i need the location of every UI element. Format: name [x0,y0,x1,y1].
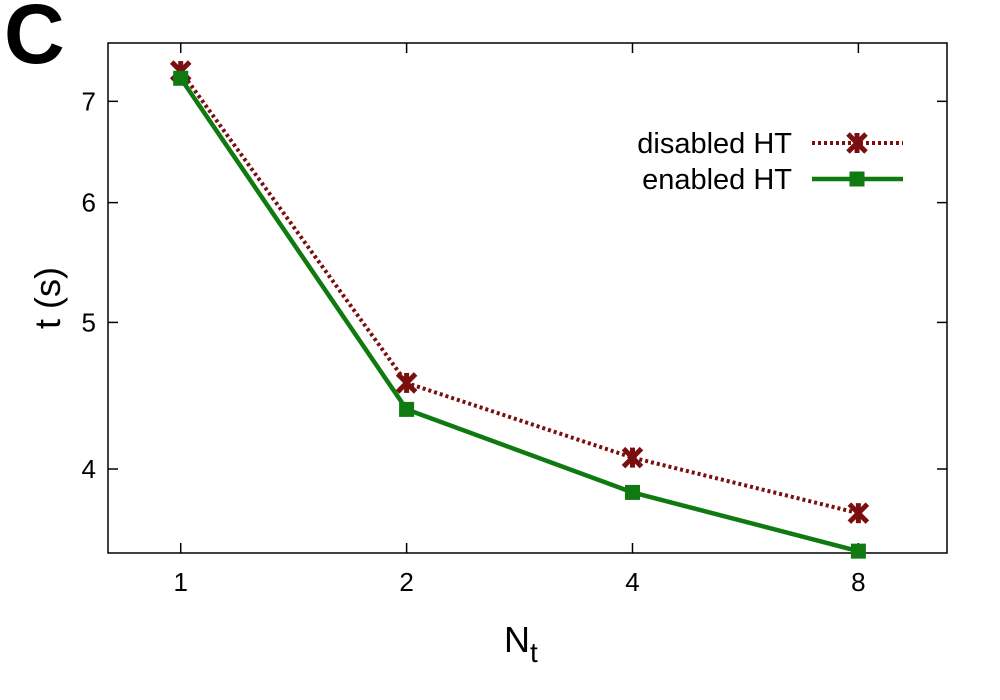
tick-marks [108,43,947,553]
y-tick-label: 5 [82,307,96,337]
legend-marker [849,171,865,187]
x-axis-title: Nt [504,619,538,668]
series-2 [173,70,866,559]
panel-label: C [4,0,65,81]
x-axis-title-main: N [504,619,530,660]
plot-frame [107,42,948,554]
y-axis-title: t (s) [27,267,68,329]
y-tick-label: 6 [82,188,96,218]
data-point [399,401,415,417]
data-point [847,502,870,524]
data-point [395,372,418,394]
legend-label: disabled HT [637,128,792,160]
y-tick-label: 7 [82,86,96,116]
x-tick-label: 8 [851,567,865,597]
x-axis-title-subscript: t [530,637,538,668]
data-point [173,70,189,86]
legend-item: enabled HT [642,164,903,196]
series-line [179,69,859,516]
x-tick-label: 2 [399,567,413,597]
tick-labels: 1 2 4 8 4 5 6 7 [82,86,866,597]
x-tick-label: 4 [625,567,639,597]
series-line [178,77,859,554]
legend-item: disabled HT [637,128,903,160]
data-point [624,484,640,500]
data-point [850,543,866,559]
legend: disabled HT enabled HT [637,128,903,196]
legend-label: enabled HT [642,164,792,196]
y-tick-label: 4 [82,454,96,484]
legend-marker [846,132,868,154]
series-layer [169,60,870,559]
series-1 [169,60,870,524]
x-tick-label: 1 [173,567,187,597]
data-point [621,446,644,469]
